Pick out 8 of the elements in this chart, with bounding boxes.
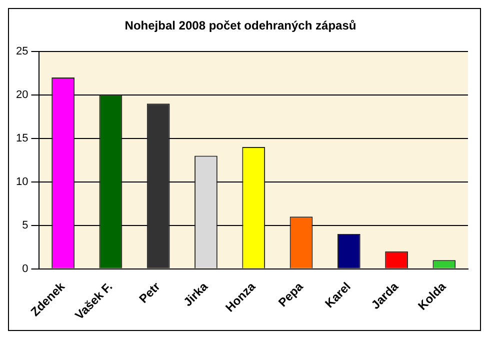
y-tick-label: 10: [16, 176, 28, 188]
y-tick-label: 5: [22, 219, 28, 232]
y-tick-label: 0: [22, 262, 28, 275]
x-tick-label: Petr: [136, 279, 164, 306]
y-tick-label: 20: [16, 88, 28, 101]
chart-title: Nohejbal 2008 počet odehraných zápasů: [124, 18, 356, 33]
y-tick-label: 25: [16, 45, 28, 58]
y-tick-label: 15: [16, 132, 28, 144]
